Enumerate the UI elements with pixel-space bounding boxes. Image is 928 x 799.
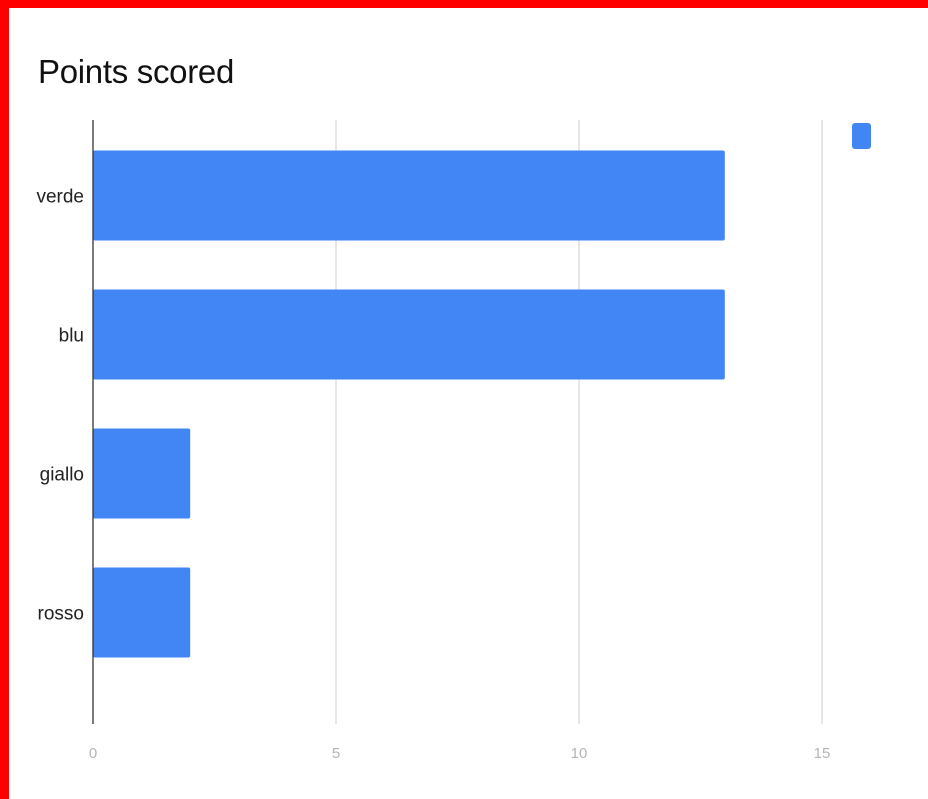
chart-frame: Points scored 0 5 10 15 verde blu giallo rosso — [9, 8, 928, 799]
labels: 0 5 10 15 verde blu giallo rosso — [36, 187, 830, 763]
category-label-blu: blu — [59, 326, 84, 347]
bar-blu — [93, 289, 725, 380]
bar-verde — [93, 150, 725, 241]
x-tick-label-0: 0 — [89, 745, 97, 762]
x-tick-label-15: 15 — [814, 745, 831, 762]
x-tick-label-10: 10 — [571, 745, 588, 762]
x-tick-label-5: 5 — [332, 745, 340, 762]
bar-giallo — [93, 428, 191, 519]
legend — [852, 123, 871, 149]
category-label-giallo: giallo — [40, 465, 84, 486]
bar-rosso — [93, 567, 191, 658]
chart-title: Points scored — [38, 53, 235, 90]
category-label-verde: verde — [36, 187, 84, 208]
category-label-rosso: rosso — [38, 604, 84, 625]
bar-chart: 0 5 10 15 verde blu giallo rosso — [36, 120, 871, 763]
legend-swatch — [852, 123, 871, 149]
bars — [93, 150, 725, 658]
